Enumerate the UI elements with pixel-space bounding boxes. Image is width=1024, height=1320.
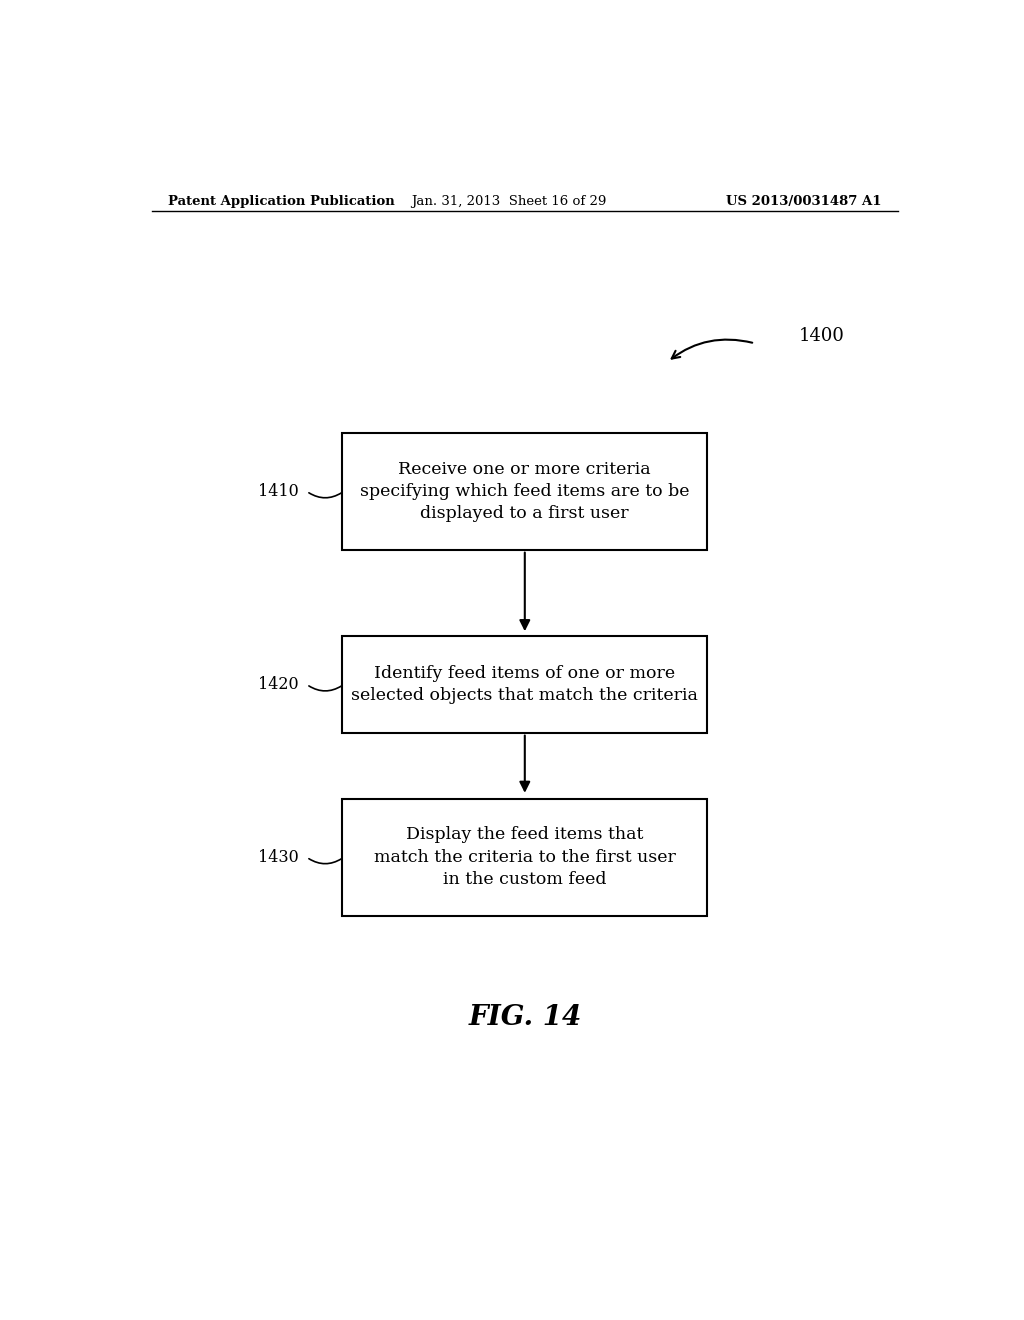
Text: 1400: 1400 <box>799 327 845 346</box>
Text: 1430: 1430 <box>258 849 299 866</box>
Text: Patent Application Publication: Patent Application Publication <box>168 194 394 207</box>
Text: 1420: 1420 <box>258 676 299 693</box>
Text: US 2013/0031487 A1: US 2013/0031487 A1 <box>726 194 882 207</box>
Text: Display the feed items that
match the criteria to the first user
in the custom f: Display the feed items that match the cr… <box>374 826 676 888</box>
Text: 1410: 1410 <box>258 483 299 500</box>
Text: FIG. 14: FIG. 14 <box>468 1003 582 1031</box>
Bar <box>342 433 708 549</box>
Bar <box>342 636 708 733</box>
Text: Receive one or more criteria
specifying which feed items are to be
displayed to : Receive one or more criteria specifying … <box>360 461 689 521</box>
Text: Jan. 31, 2013  Sheet 16 of 29: Jan. 31, 2013 Sheet 16 of 29 <box>412 194 606 207</box>
Text: Identify feed items of one or more
selected objects that match the criteria: Identify feed items of one or more selec… <box>351 665 698 704</box>
Bar <box>342 799 708 916</box>
